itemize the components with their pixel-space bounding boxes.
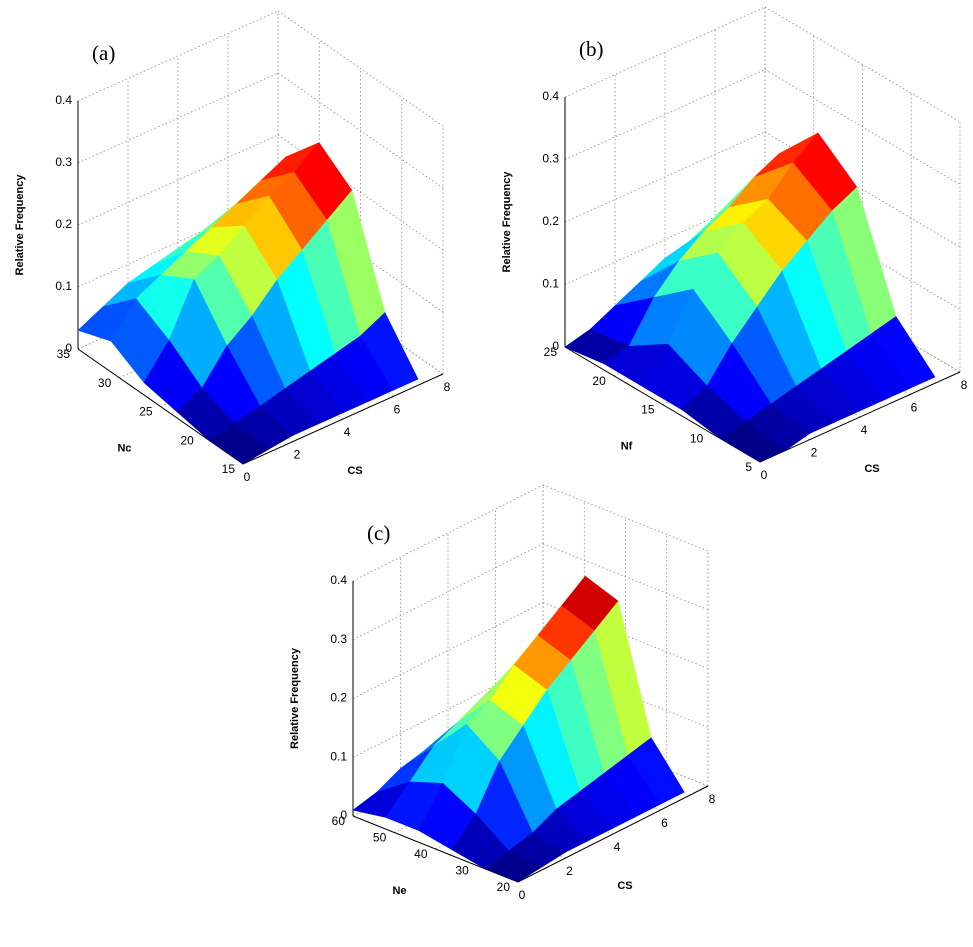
z-tick-label: 0.4 xyxy=(542,89,559,103)
grid-line xyxy=(564,194,766,285)
x-tick-label: 2 xyxy=(294,448,301,462)
y-tick-label: 25 xyxy=(544,345,558,359)
z-tick-label: 0.1 xyxy=(330,749,347,763)
grid-line xyxy=(564,69,766,160)
grid-line xyxy=(564,131,766,223)
z-tick-label: 0.1 xyxy=(542,277,559,291)
x-tick-label: 6 xyxy=(661,816,668,830)
z-tick-label: 0.3 xyxy=(330,632,347,646)
grid-line xyxy=(77,10,279,102)
grid-line xyxy=(542,543,709,611)
x-tick-label: 8 xyxy=(709,792,716,806)
surface-patch xyxy=(209,423,269,465)
grid-line xyxy=(764,131,961,248)
y-axis-label: Nf xyxy=(621,440,633,452)
grid-line xyxy=(542,484,709,552)
x-axis-label: CS xyxy=(864,463,879,475)
x-tick-label: 0 xyxy=(519,888,526,902)
x-tick-label: 4 xyxy=(861,423,868,437)
z-tick-label: 0.3 xyxy=(542,152,559,166)
axis-line xyxy=(242,373,444,465)
x-tick-label: 4 xyxy=(344,425,351,439)
grid-line xyxy=(764,69,961,185)
y-tick-label: 30 xyxy=(455,864,469,878)
grid-line xyxy=(352,602,544,699)
z-axis-label: Relative Frequency xyxy=(501,171,513,273)
grid-line xyxy=(564,6,766,98)
x-tick-label: 8 xyxy=(961,378,968,392)
z-tick-label: 0 xyxy=(340,808,347,822)
grid-line xyxy=(352,484,544,582)
z-tick-label: 0 xyxy=(65,341,72,355)
y-tick-label: 5 xyxy=(745,460,752,474)
x-tick-label: 4 xyxy=(614,840,621,854)
x-tick-label: 2 xyxy=(811,446,818,460)
x-axis-label: CS xyxy=(617,880,632,892)
grid-line xyxy=(277,72,444,189)
y-tick-label: 15 xyxy=(641,403,655,417)
x-tick-label: 6 xyxy=(394,403,401,417)
grid-line xyxy=(77,72,279,164)
y-tick-label: 20 xyxy=(592,374,606,388)
grid-line xyxy=(764,6,961,123)
y-tick-label: 30 xyxy=(98,376,112,390)
grid-line xyxy=(77,134,279,226)
x-tick-label: 8 xyxy=(444,380,451,394)
y-axis-label: Ne xyxy=(392,885,406,897)
grid-line xyxy=(77,196,279,288)
y-tick-label: 15 xyxy=(222,462,236,476)
y-tick-label: 50 xyxy=(373,831,387,845)
z-axis-label: Relative Frequency xyxy=(14,174,26,276)
z-tick-label: 0.3 xyxy=(55,155,72,169)
z-tick-label: 0 xyxy=(552,339,559,353)
z-tick-label: 0.1 xyxy=(55,279,72,293)
x-axis-label: CS xyxy=(347,465,362,477)
surface-plot: 02468203040506000.10.20.30.4CSNeRelative… xyxy=(289,484,716,902)
surface-plot: 0246851015202500.10.20.30.4CSNfRelative … xyxy=(501,6,968,482)
grid-line xyxy=(352,543,544,641)
panel-label: (c) xyxy=(367,521,390,545)
panel-label: (a) xyxy=(92,41,115,65)
y-tick-label: 35 xyxy=(57,347,71,361)
grid-line xyxy=(277,10,444,127)
surface-plot: 02468152025303500.10.20.30.4CSNcRelative… xyxy=(14,10,451,484)
axis-line xyxy=(517,785,709,883)
axis-line xyxy=(759,371,961,463)
surface-patch xyxy=(484,850,543,883)
grid-line xyxy=(277,134,444,251)
panel-label: (b) xyxy=(579,37,604,61)
z-axis-label: Relative Frequency xyxy=(289,647,301,749)
y-tick-label: 20 xyxy=(497,880,511,894)
y-tick-label: 40 xyxy=(414,847,428,861)
y-tick-label: 60 xyxy=(332,814,346,828)
z-tick-label: 0.4 xyxy=(55,93,72,107)
x-tick-label: 6 xyxy=(911,401,918,415)
x-tick-label: 0 xyxy=(244,470,251,484)
y-tick-label: 20 xyxy=(180,433,194,447)
z-tick-label: 0.2 xyxy=(542,214,559,228)
x-tick-label: 0 xyxy=(761,468,768,482)
y-tick-label: 10 xyxy=(690,431,704,445)
z-tick-label: 0.4 xyxy=(330,573,347,587)
x-tick-label: 2 xyxy=(566,864,573,878)
y-axis-label: Nc xyxy=(117,442,131,454)
z-tick-label: 0.2 xyxy=(330,691,347,705)
surface-patch xyxy=(720,421,786,463)
z-tick-label: 0.2 xyxy=(55,217,72,231)
y-tick-label: 25 xyxy=(139,405,153,419)
